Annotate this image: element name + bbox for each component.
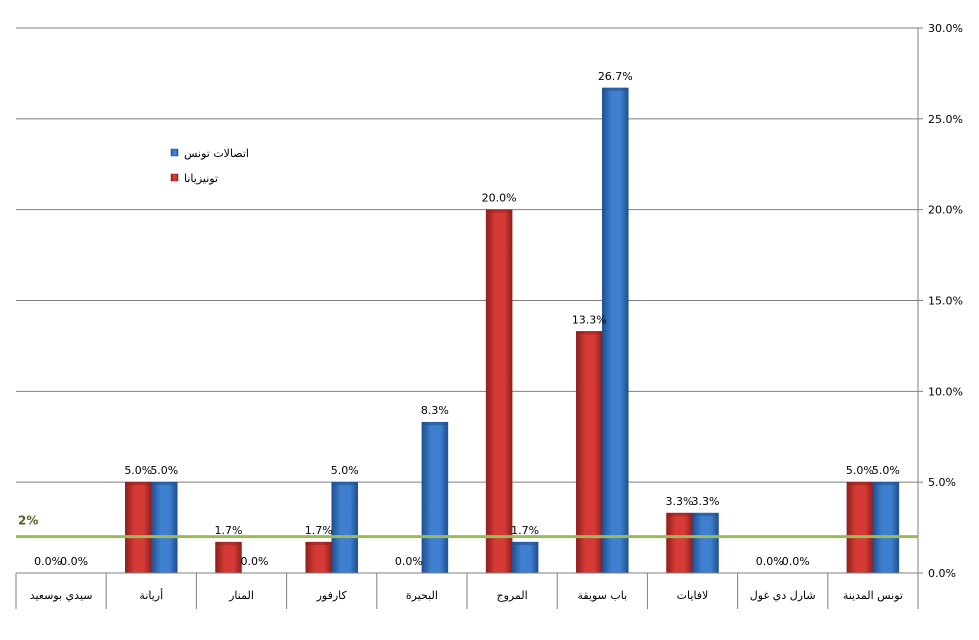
- bars: [125, 87, 900, 574]
- data-label: 0.0%: [395, 555, 423, 568]
- reference-line: 2%: [16, 514, 918, 539]
- data-label: 5.0%: [872, 464, 900, 477]
- y-tick-label: 25.0%: [928, 113, 963, 126]
- y-tick-label: 0.0%: [928, 567, 956, 580]
- data-label: 1.7%: [511, 524, 539, 537]
- data-label: 8.3%: [421, 404, 449, 417]
- bar-tunisie-telecom: [331, 481, 358, 574]
- bar-tunisie-telecom: [421, 421, 449, 574]
- y-tick-label: 20.0%: [928, 204, 963, 217]
- bar-cap: [331, 482, 358, 486]
- data-label: 3.3%: [666, 495, 694, 508]
- bar-tunisiana: [666, 512, 693, 574]
- y-tick-labels: 0.0% 5.0% 10.0% 15.0% 20.0% 25.0% 30.0%: [918, 22, 963, 580]
- category-label: المروج: [496, 589, 527, 602]
- category-label: المنار: [228, 589, 254, 602]
- category-labels: سيدي بوسعيد أريانة المنار كارفور البحيرة المر…: [30, 588, 903, 602]
- gridlines: [16, 27, 918, 483]
- legend-swatch: [170, 173, 179, 182]
- bar-cap: [421, 422, 448, 426]
- y-tick-label: 10.0%: [928, 385, 963, 398]
- data-label: 20.0%: [482, 192, 517, 205]
- bar-tunisiana: [846, 481, 874, 574]
- category-label: شارل دي غول: [750, 589, 816, 602]
- bar-tunisiana: [485, 209, 513, 574]
- bar-cap: [486, 209, 513, 213]
- y-tick-label: 30.0%: [928, 22, 963, 35]
- bar-tunisie-telecom: [151, 481, 178, 574]
- data-label: 3.3%: [692, 495, 720, 508]
- data-label: 13.3%: [572, 313, 607, 326]
- reference-line-label: 2%: [18, 514, 38, 528]
- data-labels: 0.0%0.0%5.0%5.0%1.7%0.0%1.7%5.0%0.0%8.3%…: [34, 70, 900, 568]
- data-label: 5.0%: [846, 464, 874, 477]
- bar-cap: [512, 542, 539, 546]
- data-label: 5.0%: [331, 464, 359, 477]
- category-label: كارفور: [316, 589, 348, 602]
- data-label: 0.0%: [34, 555, 62, 568]
- bar-cap: [602, 87, 629, 91]
- y-tick-label: 15.0%: [928, 295, 963, 308]
- data-label: 0.0%: [756, 555, 784, 568]
- bar-tunisiana: [215, 541, 242, 574]
- data-label: 0.0%: [241, 555, 269, 568]
- category-label: باب سويقة: [577, 589, 627, 602]
- legend-swatch: [170, 148, 179, 157]
- bar-cap: [872, 482, 899, 486]
- bar-tunisiana: [125, 481, 152, 574]
- data-label: 5.0%: [124, 464, 152, 477]
- category-label: أريانة: [139, 588, 163, 602]
- bar-cap: [576, 331, 603, 335]
- bar-cap: [215, 542, 242, 546]
- bar-tunisiana: [305, 541, 332, 574]
- bar-tunisie-telecom: [511, 541, 539, 574]
- legend-label: تونيزيانا: [184, 172, 218, 185]
- legend-label: اتصالات تونس: [184, 147, 249, 160]
- bar-cap: [125, 482, 152, 486]
- data-label: 0.0%: [60, 555, 88, 568]
- category-label: لافايات: [677, 589, 709, 602]
- bar-tunisie-telecom: [602, 87, 629, 574]
- bar-tunisie-telecom: [872, 481, 900, 574]
- category-label: تونس المدينة: [843, 589, 903, 602]
- category-label: البحيرة: [406, 589, 438, 602]
- bar-cap: [666, 513, 693, 517]
- category-label: سيدي بوسعيد: [30, 589, 93, 602]
- bar-tunisie-telecom: [692, 512, 719, 574]
- data-label: 26.7%: [598, 70, 633, 83]
- data-label: 5.0%: [150, 464, 178, 477]
- data-label: 1.7%: [305, 524, 333, 537]
- data-label: 0.0%: [782, 555, 810, 568]
- legend: اتصالات تونس تونيزيانا: [170, 147, 249, 185]
- y-tick-label: 5.0%: [928, 476, 956, 489]
- bar-cap: [692, 513, 719, 517]
- bar-cap: [846, 482, 873, 486]
- bar-cap: [305, 542, 332, 546]
- data-label: 1.7%: [215, 524, 243, 537]
- bar-cap: [151, 482, 178, 486]
